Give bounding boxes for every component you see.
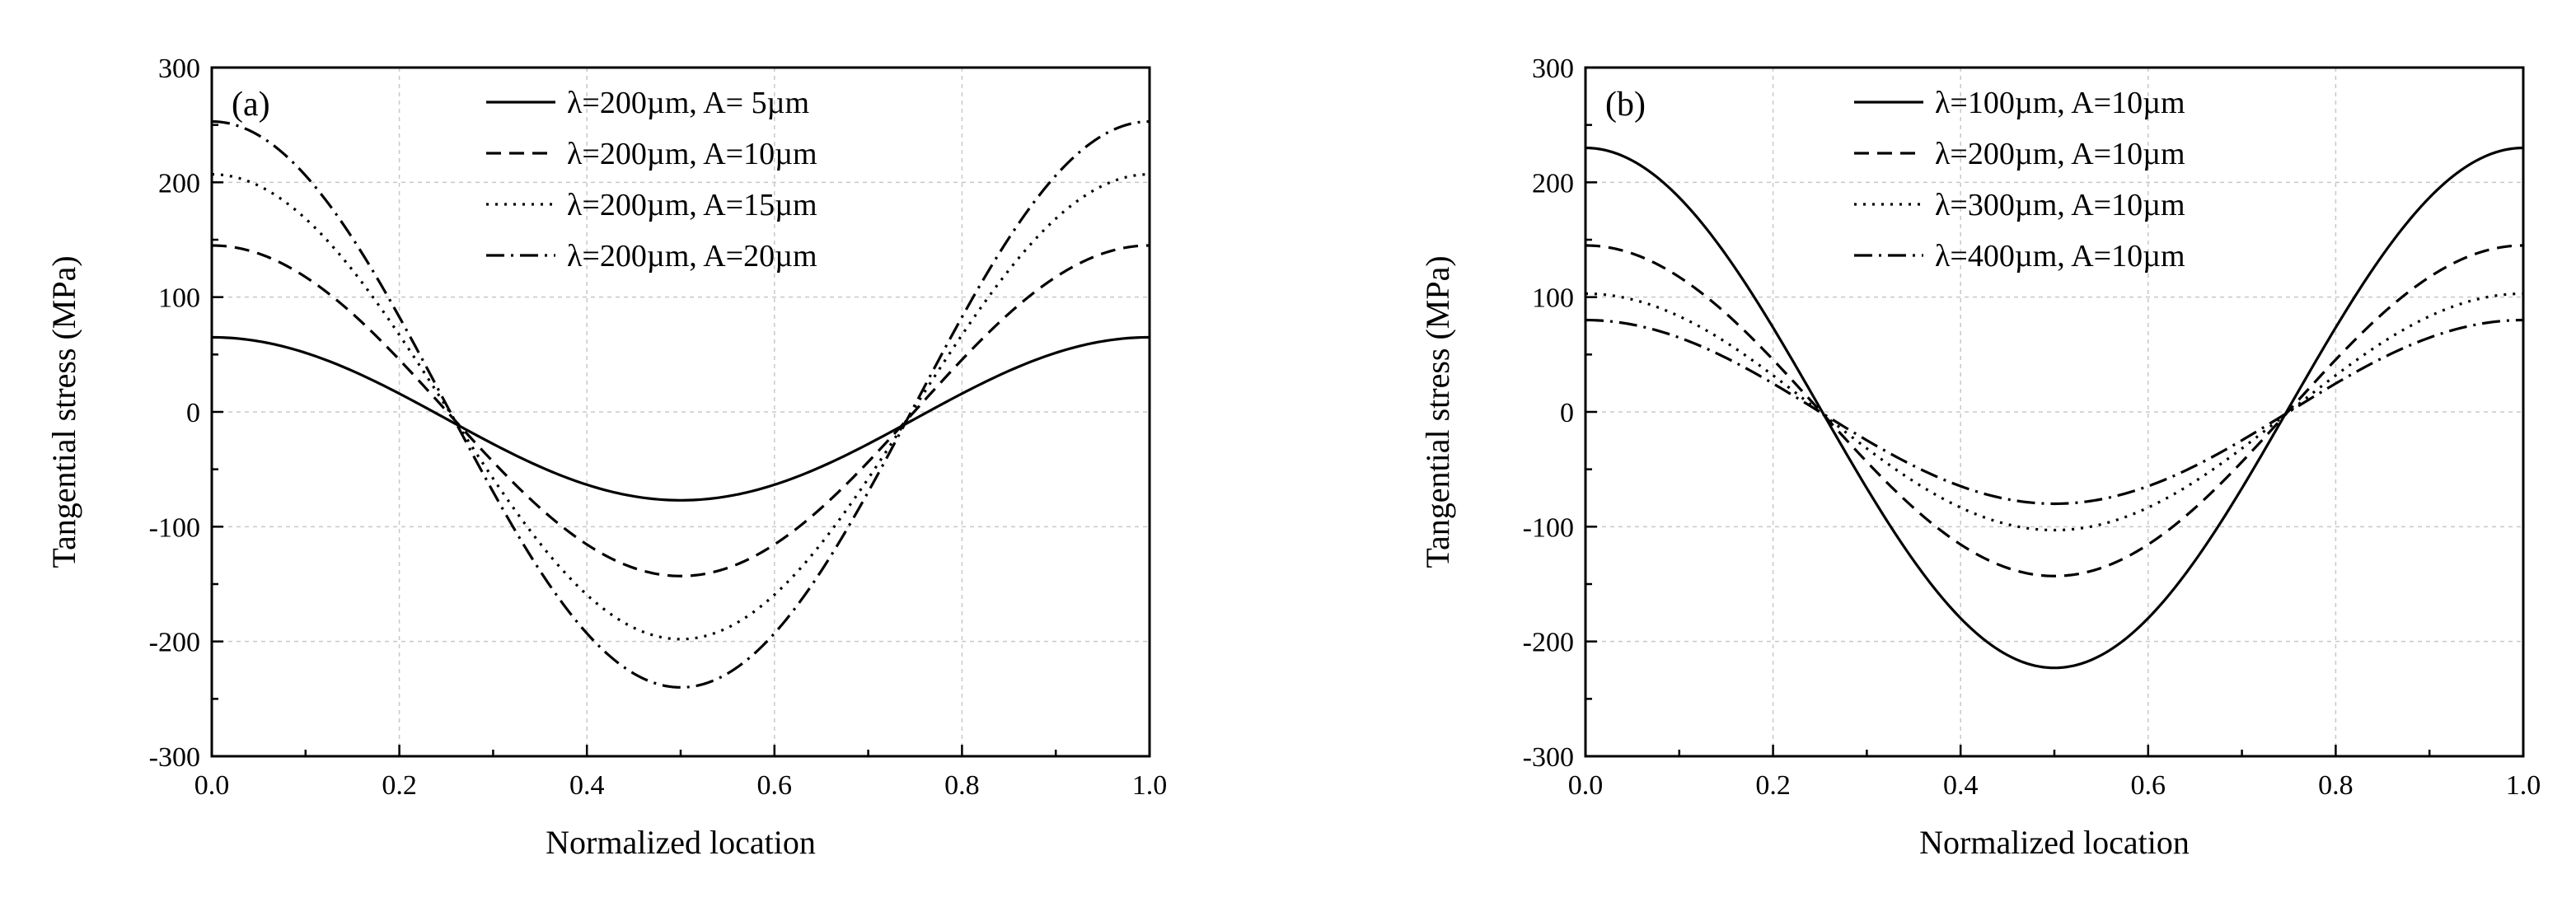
y-axis-title: Tangential stress (MPa) [1419, 255, 1456, 568]
y-tick-label: 100 [1532, 283, 1574, 314]
x-tick-label: 0.2 [382, 770, 417, 801]
legend-label-4: λ=200µm, A=20µm [567, 239, 817, 274]
x-axis-title: Normalized location [546, 824, 816, 861]
y-tick-label: 300 [158, 54, 200, 84]
series-line-4 [1585, 318, 2524, 506]
y-axis-title: Tangential stress (MPa) [45, 255, 82, 568]
y-tick-label: -200 [1523, 628, 1574, 658]
y-tick-label: -100 [1523, 512, 1574, 543]
legend-label-3: λ=200µm, A=15µm [567, 188, 817, 222]
series-line-1 [1585, 146, 2524, 670]
y-tick-label: 0 [1560, 398, 1574, 428]
x-tick-label: 0.4 [569, 770, 605, 801]
x-tick-label: 0.8 [2318, 770, 2354, 801]
legend-label-2: λ=200µm, A=10µm [567, 137, 817, 171]
series-line-4 [211, 119, 1150, 690]
chart-panel-a: 0.0 0.2 0.4 0.6 0.8 1.0 -300 -200 -100 0 100 200 300… [45, 54, 1167, 861]
x-tick-label: 0.6 [757, 770, 793, 801]
series-line-2 [211, 244, 1150, 577]
x-tick-label: 0.0 [194, 770, 230, 801]
x-tick-label: 1.0 [1132, 770, 1168, 801]
x-tick-label: 1.0 [2506, 770, 2541, 801]
x-tick-label: 0.8 [944, 770, 980, 801]
legend-label-4: λ=400µm, A=10µm [1935, 239, 2185, 274]
legend-label-2: λ=200µm, A=10µm [1935, 137, 2185, 171]
y-tick-label: 300 [1532, 54, 1574, 84]
x-tick-label: 0.2 [1755, 770, 1791, 801]
panel-label: (a) [232, 86, 270, 124]
series-line-2 [1585, 244, 2524, 577]
y-tick-label: 200 [1532, 168, 1574, 199]
y-tick-label: -100 [149, 512, 200, 543]
series-line-1 [211, 335, 1150, 502]
series-line-3 [1585, 292, 2524, 532]
x-axis-title: Normalized location [1919, 824, 2190, 861]
legend-label-1: λ=100µm, A=10µm [1935, 86, 2185, 120]
y-tick-label: -200 [149, 628, 200, 658]
y-tick-label: -300 [149, 742, 200, 773]
y-tick-label: 200 [158, 168, 200, 199]
x-tick-label: 0.0 [1568, 770, 1604, 801]
x-tick-label: 0.4 [1943, 770, 1979, 801]
panel-label: (b) [1605, 86, 1646, 124]
series-line-3 [211, 172, 1150, 641]
chart-panel-b: 0.0 0.2 0.4 0.6 0.8 1.0 -300 -200 -100 0 100 200 300… [1419, 54, 2541, 861]
y-tick-label: 100 [158, 283, 200, 314]
x-tick-label: 0.6 [2131, 770, 2166, 801]
y-tick-label: 0 [186, 398, 200, 428]
legend-label-1: λ=200µm, A= 5µm [567, 86, 809, 120]
legend-label-3: λ=300µm, A=10µm [1935, 188, 2185, 222]
y-tick-label: -300 [1523, 742, 1574, 773]
